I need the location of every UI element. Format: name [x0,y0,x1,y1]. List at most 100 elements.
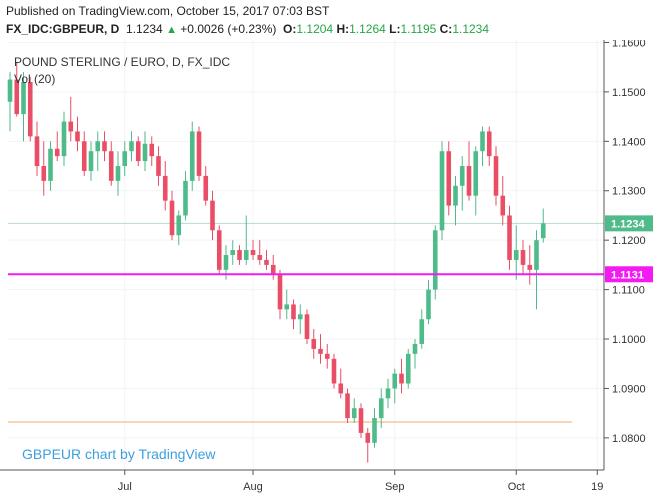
candle-body [399,373,404,384]
candle-body [385,388,391,399]
candle-body [7,79,13,102]
candle-body [54,148,60,157]
candle-body [392,373,398,389]
candle-body [135,141,141,162]
y-tick-label: 1.0800 [612,433,646,445]
y-tick-label: 1.1400 [612,136,646,148]
candle-body [520,250,526,265]
candle-body [378,398,384,419]
x-tick-label: Sep [385,481,405,493]
legend-title: POUND STERLING / EURO, D, FX_IDC [14,55,230,69]
y-tick-label: 1.1600 [612,40,646,49]
candle-body [162,175,168,201]
y-tick-label: 1.1200 [612,235,646,247]
candle-body [432,230,438,290]
candle-body [412,343,418,354]
candle-body [196,131,202,176]
candle-body [345,393,350,419]
candle-body [189,131,195,181]
candles-layer [7,62,546,463]
last-price: 1.1234 [126,22,163,36]
candle-body [68,121,74,132]
candle-body [102,141,107,152]
x-tick-label: 19 [591,481,603,493]
candle-body [250,250,256,255]
candle-body [34,136,40,167]
candle-body [122,151,128,167]
candle-body [473,151,479,196]
y-tick-label: 1.1000 [612,334,646,346]
y-tick-label: 1.1500 [612,87,646,99]
chart-header: Published on TradingView.com, October 15… [0,0,657,40]
open-value: 1.1204 [296,22,334,36]
candle-body [372,418,377,443]
low-value: 1.1195 [400,22,437,36]
candle-body [257,255,263,260]
candle-body [156,156,161,176]
candle-body [183,180,188,216]
time-axis[interactable]: Jul Aug Sep Oct 19 [118,470,604,493]
y-tick-label: 1.0900 [612,383,646,395]
hline-badge-bg [605,266,653,283]
candle-body [297,314,303,320]
candle-body [176,215,182,236]
y-tick-label: 1.1300 [612,186,646,198]
candle-body [480,131,485,152]
candle-body [324,353,330,359]
candle-body [486,131,492,157]
price-axis[interactable]: 1.1600 1.1500 1.1400 1.1300 1.1200 1.1100 1.10… [604,40,646,445]
candle-body [169,200,175,236]
candle-body [459,166,465,186]
candle-body [149,143,155,157]
y-tick-label: 1.1100 [612,285,645,297]
candle-body [311,339,317,349]
price-change: +0.0026 (+0.23%) [180,22,277,36]
last-price-badge-bg [605,215,653,232]
candle-body [41,166,47,181]
x-tick-label: Aug [243,481,263,493]
published-caption: Published on TradingView.com, October 15… [6,4,330,18]
candle-body [61,121,67,157]
candle-body [507,215,512,260]
candle-body [351,408,357,419]
open-label: O: [283,22,297,36]
candle-body [318,348,323,354]
candle-body [27,82,33,137]
up-arrow-icon: ▲ [166,24,177,36]
candle-body [21,82,26,115]
candle-body [419,319,425,344]
high-value: 1.1264 [349,22,386,36]
candle-body [264,259,269,265]
candle-body [277,274,283,310]
candle-body [81,141,87,171]
watermark[interactable]: GBPEUR chart by TradingView [22,446,216,462]
candle-body [493,156,499,196]
candle-body [108,151,114,181]
volume-legend: Vol (20) [14,72,55,86]
candle-body [48,148,53,181]
symbol-line: FX_IDC:GBPEUR, D 1.1234 ▲ +0.0026 (+0.23… [6,22,489,36]
candlestick-chart[interactable]: 1.1600 1.1500 1.1400 1.1300 1.1200 1.1100 1.10… [0,40,657,502]
low-label: L: [389,22,401,36]
candle-body [365,432,371,443]
candle-body [534,240,539,270]
hline-badge-text: 1.1131 [611,269,644,281]
chart-background [0,40,657,502]
candle-body [88,151,94,171]
candle-body [243,250,249,260]
close-label: C: [439,22,453,36]
candle-body [216,230,222,270]
candle-body [446,151,452,206]
last-price-badge-text: 1.1234 [611,218,646,230]
symbol-name[interactable]: FX_IDC:GBPEUR, D [6,22,120,36]
candle-body [237,250,242,260]
candle-body [115,166,121,181]
price-badges: 1.1234 1.1131 [605,215,653,283]
candle-body [358,408,364,433]
candle-body [75,131,80,142]
candle-body [291,304,296,320]
candle-body [230,250,236,255]
candle-body [540,223,546,239]
candle-body [223,255,229,270]
candle-body [453,185,458,206]
